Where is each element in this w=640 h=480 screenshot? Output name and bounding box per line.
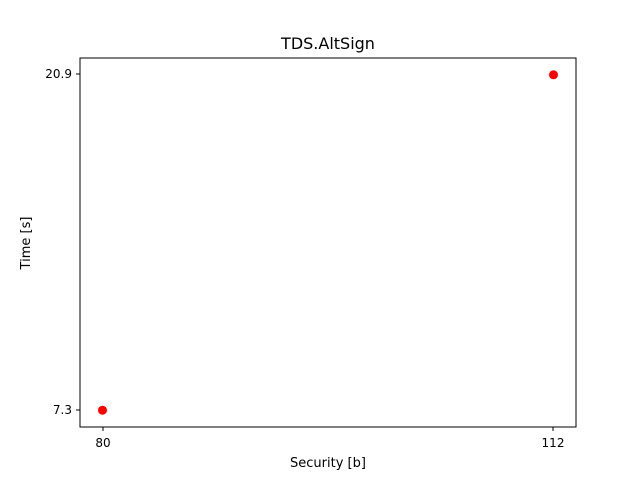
x-tick-label-112: 112 xyxy=(542,436,565,450)
data-point-112-20-9 xyxy=(549,70,558,80)
plot-area-frame xyxy=(79,57,577,428)
chart-title: TDS.AltSign xyxy=(280,34,375,53)
data-points xyxy=(98,70,558,415)
y-tick-label-20-9: 20.9 xyxy=(45,67,72,81)
y-axis-label: Time [s] xyxy=(19,217,34,271)
y-tick-label-7-3: 7.3 xyxy=(53,403,72,417)
x-axis-ticks: 80 112 xyxy=(95,427,564,450)
data-point-80-7-3 xyxy=(98,405,107,415)
x-axis-label: Security [b] xyxy=(290,456,366,471)
x-tick-label-80: 80 xyxy=(95,436,110,450)
y-axis-ticks: 7.3 20.9 xyxy=(45,67,80,417)
